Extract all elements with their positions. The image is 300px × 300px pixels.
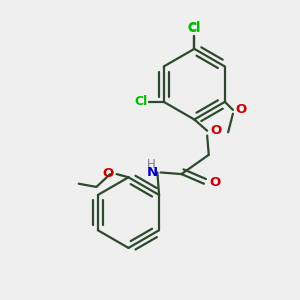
Text: H: H	[147, 158, 156, 170]
Text: Cl: Cl	[134, 95, 148, 108]
Text: O: O	[210, 176, 221, 189]
Text: O: O	[236, 103, 247, 116]
Text: O: O	[103, 167, 114, 180]
Text: N: N	[147, 166, 158, 179]
Text: Cl: Cl	[188, 22, 201, 35]
Text: Cl: Cl	[188, 21, 201, 34]
Text: O: O	[210, 124, 222, 136]
